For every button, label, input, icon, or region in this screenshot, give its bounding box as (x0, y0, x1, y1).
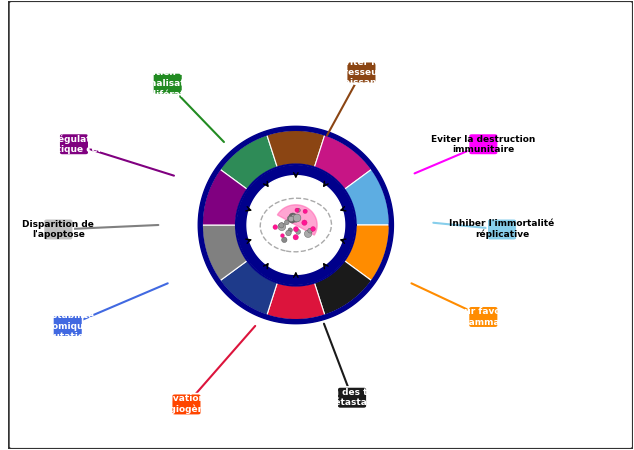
Ellipse shape (285, 220, 289, 225)
FancyBboxPatch shape (487, 219, 517, 240)
FancyBboxPatch shape (53, 315, 82, 337)
Polygon shape (344, 169, 389, 225)
Ellipse shape (304, 230, 312, 238)
Polygon shape (202, 225, 247, 281)
Text: Eviter les
suppresseurs de
croissance: Eviter les suppresseurs de croissance (320, 58, 403, 87)
Ellipse shape (260, 198, 332, 252)
Ellipse shape (293, 214, 301, 222)
Text: Instabilité
génomique et
mutation: Instabilité génomique et mutation (32, 311, 103, 341)
Ellipse shape (295, 230, 301, 234)
Ellipse shape (281, 234, 285, 238)
Ellipse shape (278, 223, 286, 230)
Ellipse shape (292, 215, 299, 222)
FancyBboxPatch shape (337, 387, 367, 409)
Ellipse shape (291, 214, 297, 220)
Ellipse shape (279, 223, 284, 228)
Ellipse shape (289, 213, 297, 221)
Polygon shape (202, 169, 247, 225)
FancyBboxPatch shape (8, 1, 633, 449)
Polygon shape (344, 225, 389, 281)
Text: Disparition de
l'apoptose: Disparition de l'apoptose (22, 220, 94, 239)
Text: Eviter la destruction
immunitaire: Eviter la destruction immunitaire (431, 135, 536, 154)
FancyBboxPatch shape (469, 134, 498, 155)
Ellipse shape (307, 228, 313, 233)
Ellipse shape (287, 216, 294, 222)
Ellipse shape (281, 237, 287, 243)
Text: Activation de
l'angiogènese: Activation de l'angiogènese (151, 395, 222, 414)
Text: Maintien de la
signalisation
proliférative: Maintien de la signalisation proliférati… (131, 68, 204, 99)
Ellipse shape (295, 208, 299, 212)
FancyBboxPatch shape (172, 394, 202, 415)
Polygon shape (314, 261, 372, 315)
Text: Tumeur favorisant
l'inflammation: Tumeur favorisant l'inflammation (437, 307, 530, 327)
Polygon shape (314, 135, 372, 189)
Polygon shape (198, 126, 394, 324)
FancyBboxPatch shape (59, 134, 89, 155)
FancyBboxPatch shape (469, 306, 498, 328)
Ellipse shape (288, 228, 292, 232)
Polygon shape (220, 135, 277, 189)
Ellipse shape (293, 234, 299, 240)
Polygon shape (220, 261, 277, 315)
Ellipse shape (289, 217, 295, 223)
Ellipse shape (288, 216, 294, 222)
Polygon shape (278, 205, 317, 235)
FancyBboxPatch shape (153, 73, 183, 94)
Ellipse shape (303, 209, 307, 213)
FancyBboxPatch shape (44, 219, 73, 240)
Polygon shape (247, 176, 345, 274)
Ellipse shape (311, 226, 316, 231)
Text: Inhiber l'immortalité
réplicative: Inhiber l'immortalité réplicative (450, 220, 555, 239)
Polygon shape (267, 130, 325, 167)
Ellipse shape (273, 225, 278, 230)
Ellipse shape (302, 220, 307, 225)
Ellipse shape (296, 208, 301, 212)
FancyBboxPatch shape (347, 62, 377, 83)
Text: Invasion des tissue et
métastase: Invasion des tissue et métastase (296, 388, 408, 407)
Polygon shape (267, 283, 325, 320)
Text: La dérégulation de
l'énergétique cellulaire: La dérégulation de l'énergétique cellula… (15, 134, 133, 154)
Ellipse shape (294, 226, 299, 232)
Ellipse shape (286, 230, 291, 236)
